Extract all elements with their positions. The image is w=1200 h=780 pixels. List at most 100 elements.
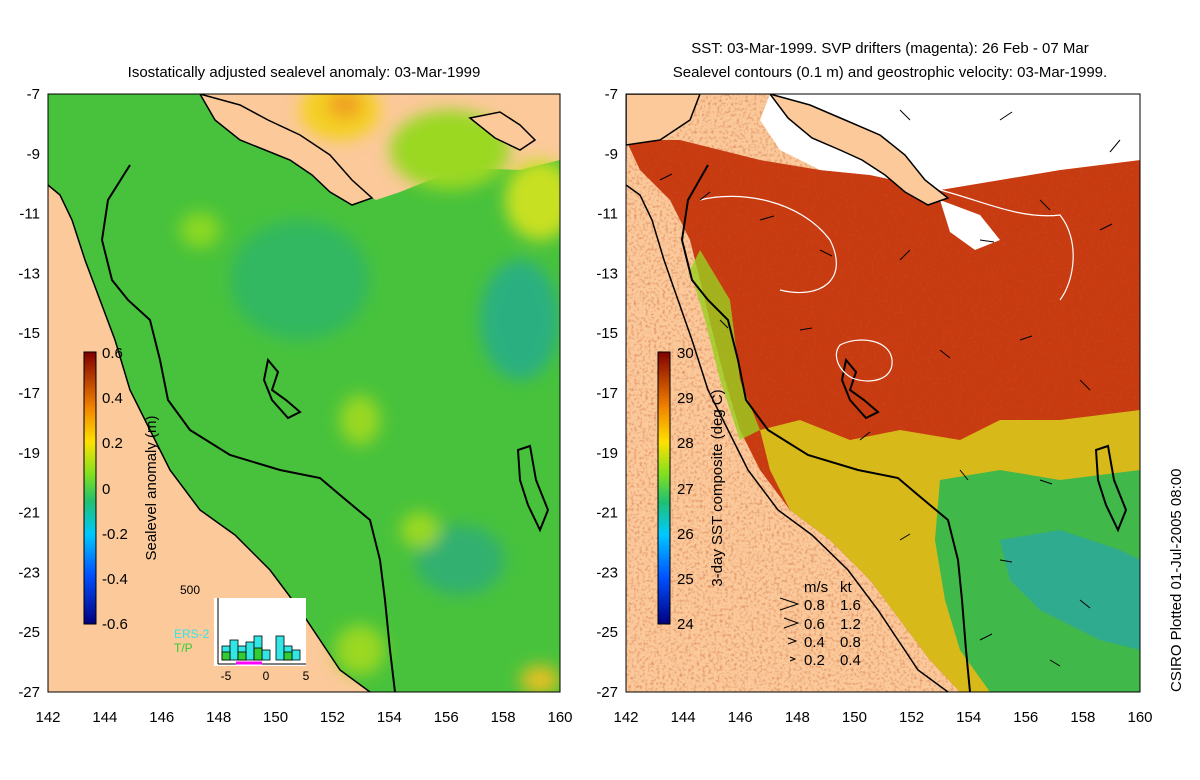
lat-tick-label: -17: [18, 385, 40, 402]
lon-tick-label: 152: [899, 709, 924, 726]
lon-tick-label: 154: [377, 709, 402, 726]
velocity-legend-ms: 0.6: [804, 616, 825, 633]
sla-colorbar-tick: -0.6: [102, 616, 128, 633]
lat-tick-label: -13: [596, 265, 618, 282]
sla-colorbar-label: Sealevel anomaly (m): [143, 415, 160, 560]
sst-colorbar-tick: 26: [677, 526, 694, 543]
lat-tick-label: -27: [596, 684, 618, 701]
histogram-xtick: 0: [263, 669, 270, 683]
sst-colorbar-tick: 24: [677, 616, 694, 633]
velocity-legend-ms: 0.4: [804, 634, 825, 651]
left-lat-axis: -7 -9 -11 -13 -15 -17 -19 -21 -23 -25 -27: [18, 86, 40, 701]
coastline: [48, 184, 371, 692]
sst-colorbar-tick: 28: [677, 435, 694, 452]
velocity-legend-kt: 1.2: [840, 616, 861, 633]
reef-outline: [1094, 444, 1128, 533]
lon-tick-label: 156: [434, 709, 459, 726]
lon-tick-label: 146: [149, 709, 174, 726]
lat-tick-label: -9: [27, 146, 40, 163]
cloud-gap: [940, 200, 1000, 250]
lat-tick-label: -25: [18, 624, 40, 641]
lon-tick-label: 142: [35, 709, 60, 726]
left-map: [48, 94, 560, 692]
right-map-frame: [625, 93, 1141, 693]
sst-colorbar-tick: 27: [677, 481, 694, 498]
sla-colorbar-tick: 0.2: [102, 435, 123, 452]
histogram-ymax: 500: [180, 583, 200, 597]
shelf-contour: [680, 164, 971, 692]
velocity-arrows: [659, 109, 1121, 667]
lat-tick-label: -9: [605, 146, 618, 163]
histogram-legend-tp: T/P: [174, 641, 193, 655]
island-shape: [199, 94, 374, 206]
lat-tick-label: -19: [18, 445, 40, 462]
sst-colorbar-tick: 30: [677, 345, 694, 362]
velocity-legend-ms: 0.2: [804, 652, 825, 669]
lat-tick-label: -21: [18, 505, 40, 522]
lat-tick-label: -27: [18, 684, 40, 701]
sla-colorbar-tick: -0.2: [102, 526, 128, 543]
velocity-legend-kt: 0.8: [840, 634, 861, 651]
left-map-title: Isostatically adjusted sealevel anomaly:…: [127, 64, 481, 81]
lon-tick-label: 152: [320, 709, 345, 726]
lon-tick-label: 160: [547, 709, 572, 726]
right-map-title-line1: SST: 03-Mar-1999. SVP drifters (magenta)…: [691, 40, 1089, 57]
lon-tick-label: 160: [1127, 709, 1152, 726]
lat-tick-label: -15: [18, 325, 40, 342]
velocity-legend-unit-kt: kt: [840, 579, 853, 596]
sla-colorbar-tick: 0: [102, 481, 110, 498]
reef-outline: [262, 357, 302, 420]
histogram-xtick: 5: [303, 669, 310, 683]
histogram-xtick: -5: [221, 669, 232, 683]
lat-tick-label: -23: [18, 564, 40, 581]
sla-colorbar-tick: -0.4: [102, 571, 128, 588]
left-lon-axis: 142 144 146 148 150 152 154 156 158 160: [35, 709, 572, 726]
lon-tick-label: 150: [263, 709, 288, 726]
sst-colorbar: [657, 351, 671, 625]
velocity-legend-unit-ms: m/s: [804, 579, 828, 596]
sst-cool-region: [690, 250, 760, 440]
cloud-gap: [760, 94, 1140, 190]
lat-tick-label: -11: [19, 206, 40, 223]
lon-tick-label: 144: [671, 709, 696, 726]
anomaly-shading: [180, 94, 560, 692]
sst-colorbar-tick: 29: [677, 390, 694, 407]
right-map: [626, 94, 1140, 692]
lat-tick-label: -13: [18, 265, 40, 282]
sst-colorbar-tick: 25: [677, 571, 694, 588]
lat-tick-label: -7: [27, 86, 40, 103]
lon-tick-label: 144: [92, 709, 117, 726]
sla-colorbar-tick: 0.6: [102, 345, 123, 362]
lon-tick-label: 158: [1070, 709, 1095, 726]
lat-tick-label: -21: [596, 505, 618, 522]
lat-tick-label: -23: [596, 564, 618, 581]
lon-tick-label: 158: [491, 709, 516, 726]
coastline: [626, 184, 949, 692]
island-shape: [468, 111, 537, 151]
island-shape: [769, 94, 950, 206]
lon-tick-label: 142: [613, 709, 638, 726]
lon-tick-label: 150: [842, 709, 867, 726]
sla-colorbar: [83, 351, 97, 625]
track-histogram: 500 ERS-2 T/P -5 0 5: [174, 583, 310, 683]
right-lon-axis: 142 144 146 148 150 152 154 156 158 160: [613, 709, 1152, 726]
lat-tick-label: -7: [605, 86, 618, 103]
lat-tick-label: -19: [596, 445, 618, 462]
lon-tick-label: 148: [785, 709, 810, 726]
sst-colorbar-label: 3-day SST composite (deg C): [709, 389, 726, 586]
velocity-legend: m/s kt 0.8 1.6 0.6 1.2 0.4 0.8 0.2 0.4: [779, 579, 861, 669]
lat-tick-label: -17: [596, 385, 618, 402]
sealevel-contour: [835, 339, 893, 382]
reef-outline: [516, 444, 550, 533]
sst-cool-region: [1000, 530, 1140, 650]
sealevel-contour: [699, 195, 837, 294]
lon-tick-label: 148: [206, 709, 231, 726]
lon-tick-label: 156: [1013, 709, 1038, 726]
sla-colorbar-tick: 0.4: [102, 390, 123, 407]
lat-tick-label: -11: [597, 206, 618, 223]
plot-stamp: CSIRO Plotted 01-Jul-2005 08:00: [1168, 468, 1185, 692]
velocity-legend-kt: 1.6: [840, 597, 861, 614]
lon-tick-label: 154: [956, 709, 981, 726]
right-lat-axis: -7 -9 -11 -13 -15 -17 -19 -21 -23 -25 -27: [596, 86, 618, 701]
